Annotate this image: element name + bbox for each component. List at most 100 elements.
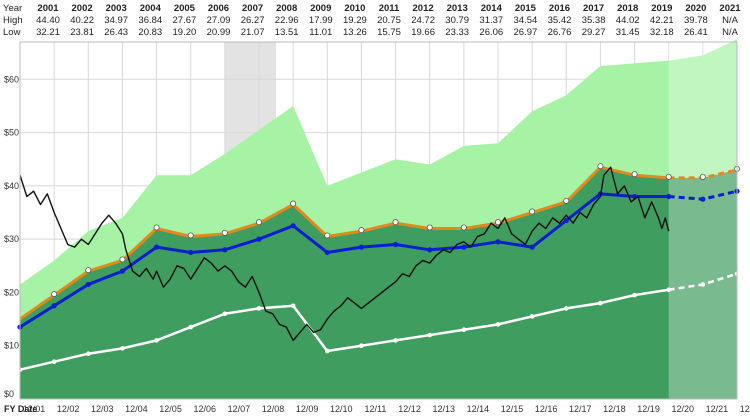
white-point: [700, 282, 706, 287]
year-cell-2014: 2014: [480, 3, 502, 14]
white-point: [154, 338, 159, 343]
blue-point: [256, 236, 262, 242]
white-point: [290, 303, 296, 309]
orange-point: [153, 224, 160, 231]
blue-point: [495, 239, 501, 245]
high-cell-2003: 34.97: [104, 15, 129, 26]
high-cell-2014: 31.37: [479, 15, 504, 26]
high-cell-2007: 26.27: [240, 15, 265, 26]
orange-point: [358, 227, 365, 234]
blue-point: [700, 196, 706, 202]
high-cell-2018: 44.02: [615, 15, 640, 26]
orange-point: [51, 291, 58, 298]
year-cell-2012: 2012: [412, 3, 434, 14]
x-tick-label: 12/16: [535, 404, 558, 414]
low-cell-2006: 20.99: [206, 27, 231, 38]
orange-point: [85, 267, 92, 274]
orange-point: [699, 173, 706, 180]
orange-point: [290, 200, 297, 207]
orange-point: [665, 173, 672, 180]
x-tick-label: 12/17: [569, 404, 592, 414]
white-point: [529, 314, 535, 319]
fair-value-area: [20, 167, 737, 399]
high-cell-2019: 42.21: [649, 15, 674, 26]
orange-point: [631, 171, 638, 178]
low-cell-2016: 26.76: [547, 27, 572, 38]
year-cell-2008: 2008: [276, 3, 298, 14]
white-point: [666, 287, 672, 293]
y-tick-label: $40: [4, 181, 19, 191]
orange-point: [426, 224, 433, 231]
high-cell-2009: 17.99: [308, 15, 333, 26]
high-cell-2011: 20.75: [377, 15, 401, 26]
white-point: [563, 306, 569, 311]
x-tick-label: 12/09: [296, 404, 319, 414]
price-history-table: Year High Low 2001 44.40 32.21 2002 40.22 23.81 2…: [0, 0, 750, 38]
blue-point: [290, 223, 296, 229]
white-point: [222, 311, 228, 317]
x-tick-label: 12/06: [193, 404, 216, 414]
high-cell-2015: 34.54: [513, 15, 538, 26]
year-cell-2006: 2006: [207, 3, 230, 14]
y-tick-label: $20: [4, 287, 19, 297]
x-tick-label: 12/22: [740, 404, 750, 414]
low-cell-2017: 29.27: [581, 27, 606, 38]
low-cell-2020: 26.41: [684, 27, 708, 38]
orange-point: [597, 163, 604, 170]
year-cell-2018: 2018: [617, 3, 639, 14]
blue-point: [85, 281, 91, 288]
year-cell-2003: 2003: [105, 3, 127, 14]
x-tick-label: 12/14: [467, 404, 490, 414]
blue-point: [427, 247, 433, 253]
blue-point: [119, 268, 126, 274]
white-point: [85, 351, 91, 357]
high-cell-2010: 19.29: [343, 15, 367, 26]
low-cell-2018: 31.45: [615, 27, 640, 38]
orange-point: [324, 232, 331, 239]
low-cell-2008: 13.51: [274, 27, 299, 38]
white-point: [51, 359, 57, 365]
x-tick-label: 12/20: [671, 404, 694, 414]
year-cell-2021: 2021: [719, 3, 741, 14]
y-tick-label: $30: [4, 234, 19, 244]
y-tick-label: $0: [4, 389, 14, 399]
white-point: [324, 348, 330, 354]
high-cell-2002: 40.22: [70, 15, 94, 26]
y-tick-label: $10: [4, 341, 19, 351]
high-cell-2021: N/A: [722, 15, 738, 26]
high-cell-2006: 27.09: [206, 15, 231, 26]
high-cell-2012: 24.72: [411, 15, 435, 26]
year-cell-2005: 2005: [173, 3, 195, 14]
low-cell-2007: 21.07: [240, 27, 265, 38]
blue-point: [51, 303, 57, 309]
white-point: [120, 346, 125, 351]
y-tick-label: $60: [4, 74, 19, 84]
x-tick-label: 12/02: [57, 404, 80, 414]
high-cell-2020: 39.78: [684, 15, 708, 26]
low-cell-2019: 32.18: [649, 27, 674, 38]
orange-point: [119, 256, 126, 263]
plot-border: [19, 41, 738, 400]
row-label-low: Low: [3, 27, 21, 38]
low-cell-2012: 19.66: [411, 27, 435, 38]
low-cell-2014: 26.06: [479, 27, 504, 38]
x-tick-label: 12/13: [432, 404, 455, 414]
orange-point: [392, 219, 399, 226]
low-cell-2004: 20.83: [138, 27, 163, 38]
white-point: [495, 322, 501, 327]
row-label-high: High: [3, 15, 23, 26]
blue-point: [563, 217, 569, 224]
x-tick-label: 12/11: [364, 404, 386, 414]
high-cell-2017: 35.38: [581, 15, 606, 26]
year-cell-2011: 2011: [378, 3, 400, 14]
blue-valuation-line: [19, 192, 669, 329]
year-cell-2001: 2001: [37, 3, 59, 14]
blue-point: [153, 244, 160, 250]
x-tick-label: 12/12: [398, 404, 421, 414]
low-cell-2013: 23.33: [445, 27, 470, 38]
white-point: [359, 343, 364, 349]
x-tick-label: 12/05: [159, 404, 182, 414]
x-tick-label: 12/03: [91, 404, 114, 414]
x-tick-label: 12/15: [501, 404, 524, 414]
